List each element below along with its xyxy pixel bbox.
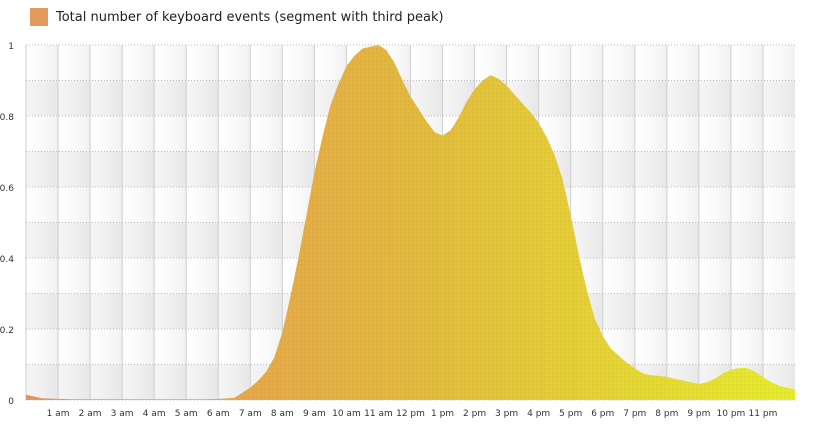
legend-label: Total number of keyboard events (segment…	[56, 9, 444, 25]
x-tick-label: 4 am	[143, 409, 166, 419]
column-stripe	[667, 45, 683, 400]
hour-column	[26, 45, 59, 400]
x-tick-label: 2 pm	[463, 409, 486, 419]
y-tick-label: 0.8	[0, 113, 14, 123]
x-tick-label: 2 am	[79, 409, 102, 419]
x-tick-label: 3 pm	[495, 409, 518, 419]
column-stripe	[443, 45, 459, 400]
hour-column	[122, 45, 155, 400]
y-tick-label: 0.2	[0, 326, 14, 336]
x-tick-label: 8 pm	[655, 409, 678, 419]
column-stripe	[731, 45, 747, 400]
x-tick-label: 1 am	[47, 409, 70, 419]
column-stripe	[378, 45, 394, 400]
x-tick-label: 8 am	[271, 409, 294, 419]
column-stripe	[250, 45, 266, 400]
column-stripe	[603, 45, 619, 400]
column-stripe	[635, 45, 651, 400]
x-tick-label: 6 am	[207, 409, 230, 419]
column-stripe	[763, 45, 779, 400]
column-stripe	[186, 45, 202, 400]
x-tick-label: 11 am	[364, 409, 393, 419]
y-tick-label: 1	[8, 42, 14, 52]
column-stripe	[154, 45, 170, 400]
column-stripe	[699, 45, 715, 400]
column-stripe	[507, 45, 523, 400]
x-tick-label: 3 am	[111, 409, 134, 419]
hour-column	[218, 45, 251, 400]
column-stripe	[314, 45, 330, 400]
hour-column	[666, 45, 699, 400]
series-area-texture	[26, 45, 795, 400]
x-tick-label: 9 am	[303, 409, 326, 419]
column-stripe	[282, 45, 298, 400]
column-stripe	[122, 45, 138, 400]
x-tick-label: 5 pm	[559, 409, 582, 419]
column-stripe	[26, 45, 42, 400]
legend-swatch	[30, 8, 48, 26]
hour-column	[762, 45, 795, 400]
x-tick-label: 5 am	[175, 409, 198, 419]
x-tick-label: 1 pm	[431, 409, 454, 419]
column-stripe	[90, 45, 106, 400]
x-tick-label: 7 am	[239, 409, 262, 419]
column-stripe	[218, 45, 234, 400]
column-stripe	[475, 45, 491, 400]
x-tick-label: 9 pm	[687, 409, 710, 419]
column-stripe	[539, 45, 555, 400]
column-stripe	[411, 45, 427, 400]
x-tick-label: 10 am	[332, 409, 361, 419]
legend[interactable]: Total number of keyboard events (segment…	[30, 6, 444, 28]
x-tick-label: 12 pm	[396, 409, 425, 419]
y-tick-label: 0.4	[0, 255, 14, 265]
x-tick-label: 10 pm	[717, 409, 746, 419]
column-stripe	[346, 45, 362, 400]
x-tick-label: 7 pm	[623, 409, 646, 419]
x-tick-label: 4 pm	[527, 409, 550, 419]
x-tick-label: 6 pm	[591, 409, 614, 419]
y-tick-label: 0.6	[0, 184, 14, 194]
column-stripe	[571, 45, 587, 400]
column-stripe	[58, 45, 74, 400]
y-tick-label: 0	[8, 397, 14, 407]
x-tick-label: 11 pm	[749, 409, 778, 419]
